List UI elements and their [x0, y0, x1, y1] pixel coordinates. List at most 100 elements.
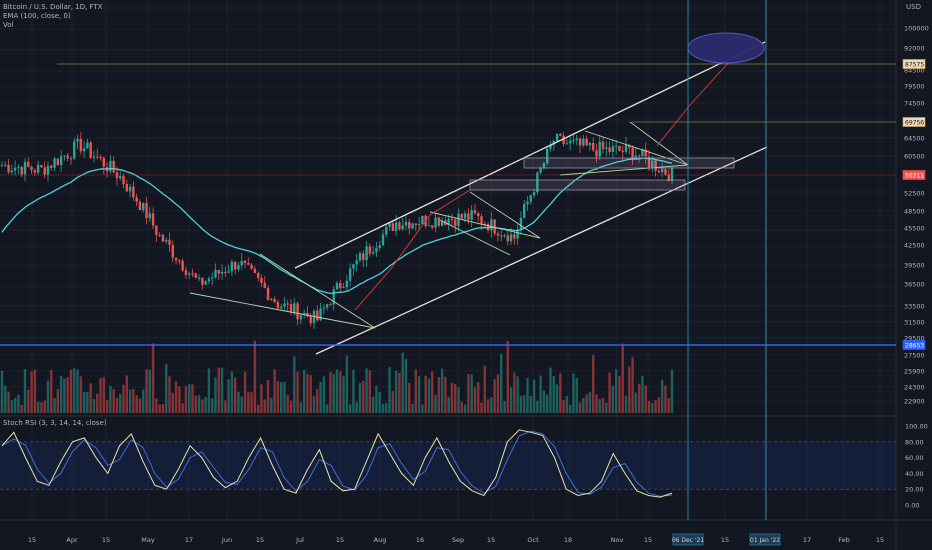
candle [513, 232, 516, 245]
candle [339, 279, 342, 292]
candle [59, 150, 63, 172]
stoch-tick-label: 40.00 [905, 470, 924, 478]
candle-body [92, 156, 96, 158]
volume-bar [523, 395, 526, 413]
candle-body [256, 273, 260, 278]
candle [217, 269, 220, 280]
candle-body [76, 138, 79, 142]
volume-bar [628, 366, 631, 413]
candle-body [224, 271, 227, 273]
ema-line [1, 157, 673, 295]
candle-body [588, 142, 592, 146]
volume-bar [644, 385, 647, 413]
candle-body [641, 149, 644, 156]
candle [135, 193, 138, 206]
price-badge-56311: 56311 [902, 170, 926, 180]
candle [220, 264, 224, 280]
candle [575, 134, 578, 146]
volume-bar [444, 376, 447, 413]
candle [119, 171, 122, 181]
volume-bar [552, 375, 555, 413]
volume-bar [194, 395, 197, 413]
candle-body [624, 144, 628, 152]
candle [204, 280, 207, 286]
symbol-legend[interactable]: Bitcoin / U.S. Dollar, 1D, FTX EMA (100,… [3, 3, 103, 30]
volume-bar [188, 384, 191, 413]
candle [132, 181, 135, 202]
candle-body [608, 147, 611, 152]
candle [352, 263, 355, 276]
candle [33, 168, 37, 176]
candle [608, 141, 611, 156]
candle-body [17, 167, 20, 169]
candle-body [394, 222, 398, 232]
candle [391, 221, 395, 232]
volume-bar [165, 363, 168, 413]
volume-bar [500, 353, 503, 413]
candle-body [358, 253, 362, 261]
candle-body [582, 138, 585, 146]
volume-bar [460, 401, 464, 413]
candle-body [342, 287, 345, 289]
volume-bar [161, 404, 165, 413]
volume-bar [332, 373, 335, 413]
candle-body [542, 163, 546, 169]
candle-body [437, 217, 441, 226]
candle-body [82, 148, 86, 152]
candle-body [230, 261, 234, 272]
time-axis: 15 Apr 15 May 17 Jun 15 Jul 15 Aug 16 Sep 15 Oct 18 Nov… [28, 533, 884, 546]
price-tick-label: 31500 [904, 319, 925, 327]
candle-body [46, 165, 50, 175]
candle [358, 251, 362, 263]
candle-body [43, 167, 46, 175]
stoch-rsi-legend[interactable]: Stoch RSI (3, 3, 14, 14, close) [3, 419, 107, 427]
candle [289, 298, 293, 316]
volume-bar [477, 382, 480, 413]
candle [414, 223, 418, 232]
volume-bar [128, 389, 132, 413]
candle [36, 160, 40, 176]
price-badge-28653: 28653 [902, 340, 926, 350]
candle-body [605, 147, 608, 149]
candle [89, 140, 92, 159]
time-tick-label: 17 [803, 536, 811, 544]
candle [201, 277, 204, 290]
candle [404, 216, 408, 231]
candle [56, 158, 60, 166]
candle-body [188, 273, 191, 275]
wedge3-lower [559, 164, 689, 176]
volume-bar [142, 389, 145, 413]
candle-body [233, 261, 237, 270]
volume-bar [289, 400, 293, 413]
volume-bar [503, 401, 506, 413]
candle-body [473, 210, 477, 214]
candle-body [421, 215, 424, 224]
volume-bar [0, 370, 4, 413]
candle [417, 217, 421, 231]
volume-bar [634, 392, 638, 413]
candle-body [296, 303, 299, 320]
channel-upper-line [294, 41, 766, 269]
candle-body [447, 218, 450, 226]
candle [523, 200, 526, 219]
candle-body [329, 304, 332, 306]
volume-bar [611, 385, 615, 413]
candle [477, 211, 480, 222]
price-badge-bg [902, 170, 926, 180]
price-tick-label: 22900 [904, 398, 925, 406]
time-tick-label: Feb [838, 536, 850, 544]
candle-body [660, 168, 664, 173]
zone-rect-upper [523, 157, 735, 169]
candle [568, 135, 572, 151]
candle [555, 132, 559, 142]
candle [470, 205, 473, 228]
projection-line-1 [354, 189, 471, 311]
candle [421, 215, 424, 225]
candle-body [365, 246, 368, 260]
volume-bar [279, 382, 283, 413]
candle [286, 299, 289, 312]
candle-body [217, 269, 220, 274]
volume-bar [493, 379, 496, 413]
volume-bar [283, 381, 286, 413]
